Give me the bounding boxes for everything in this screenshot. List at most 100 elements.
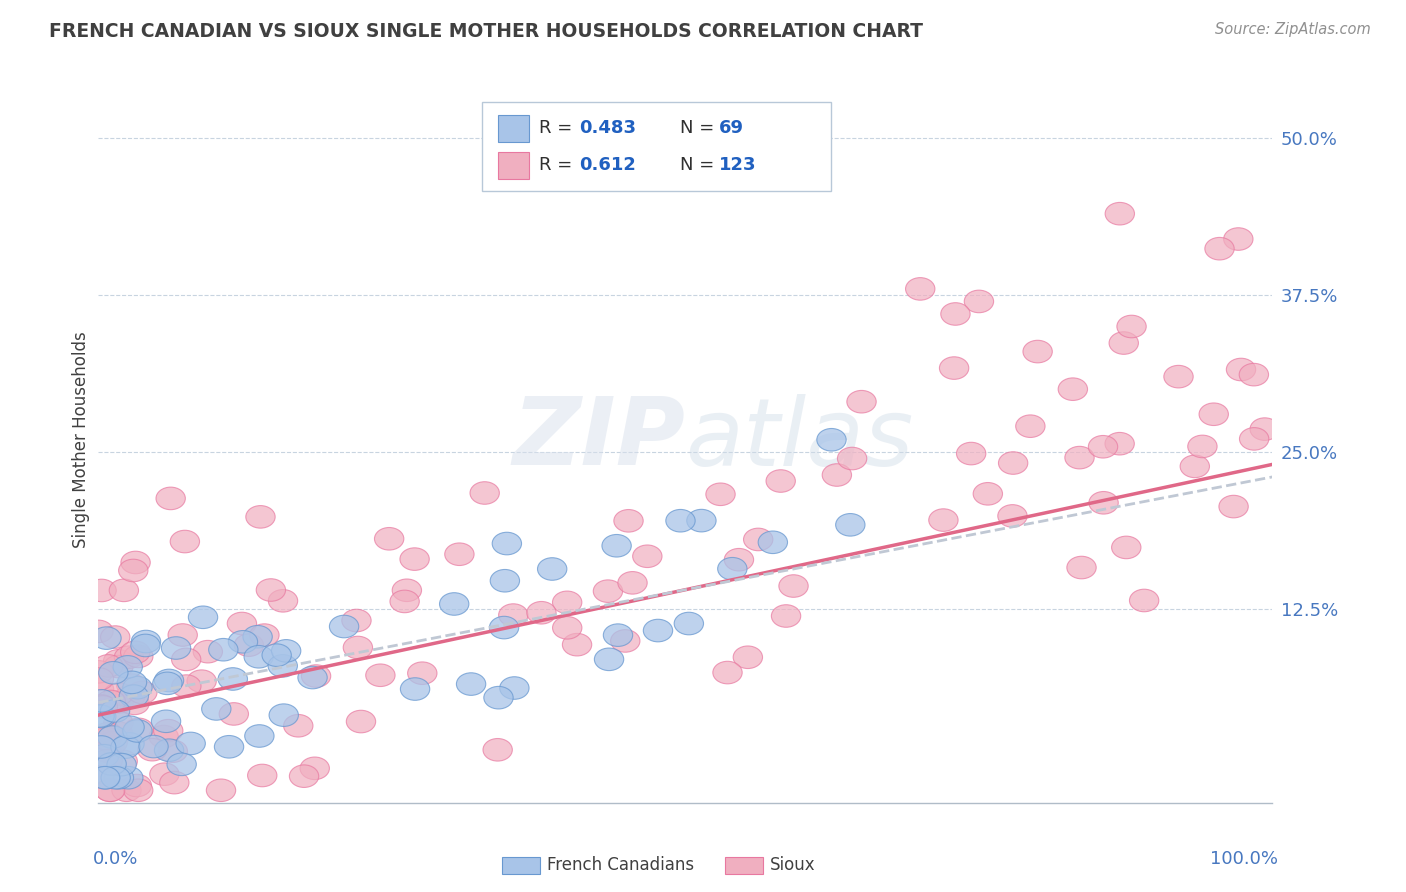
FancyBboxPatch shape (725, 856, 763, 874)
Text: 0.0%: 0.0% (93, 850, 138, 868)
Ellipse shape (207, 779, 236, 802)
Ellipse shape (124, 645, 153, 668)
Text: 123: 123 (720, 156, 756, 174)
Ellipse shape (401, 678, 430, 700)
Ellipse shape (1239, 363, 1268, 386)
Ellipse shape (121, 641, 150, 664)
Ellipse shape (111, 736, 141, 758)
Ellipse shape (128, 681, 157, 704)
Ellipse shape (1205, 237, 1234, 260)
Ellipse shape (779, 574, 808, 598)
Ellipse shape (956, 442, 986, 465)
Ellipse shape (188, 606, 218, 629)
Ellipse shape (122, 774, 152, 797)
Text: ZIP: ZIP (513, 393, 686, 485)
Ellipse shape (1223, 227, 1253, 251)
Ellipse shape (172, 648, 201, 671)
Ellipse shape (262, 644, 291, 666)
Ellipse shape (84, 765, 114, 788)
Ellipse shape (101, 626, 129, 648)
Ellipse shape (1199, 403, 1229, 425)
Ellipse shape (100, 699, 129, 723)
Text: R =: R = (540, 156, 578, 174)
Ellipse shape (110, 579, 139, 601)
Ellipse shape (112, 656, 142, 678)
Ellipse shape (835, 514, 865, 536)
Ellipse shape (1116, 315, 1146, 338)
Ellipse shape (673, 612, 703, 635)
Ellipse shape (1105, 202, 1135, 225)
Ellipse shape (98, 662, 128, 684)
Ellipse shape (117, 673, 146, 697)
Text: French Canadians: French Canadians (547, 855, 695, 873)
Ellipse shape (817, 428, 846, 451)
Ellipse shape (108, 750, 138, 772)
Ellipse shape (457, 673, 485, 696)
Ellipse shape (666, 509, 695, 532)
Ellipse shape (247, 764, 277, 787)
Ellipse shape (603, 624, 633, 647)
Ellipse shape (96, 690, 125, 713)
Ellipse shape (91, 766, 120, 789)
Ellipse shape (115, 685, 145, 707)
Ellipse shape (104, 690, 134, 714)
Ellipse shape (342, 609, 371, 632)
Ellipse shape (484, 686, 513, 709)
Ellipse shape (440, 592, 468, 615)
Ellipse shape (593, 580, 623, 602)
Ellipse shape (484, 739, 512, 761)
Ellipse shape (96, 735, 124, 758)
Ellipse shape (1024, 340, 1052, 363)
Ellipse shape (973, 483, 1002, 505)
Ellipse shape (329, 615, 359, 638)
Ellipse shape (269, 590, 298, 612)
Ellipse shape (392, 579, 422, 601)
Ellipse shape (758, 531, 787, 554)
Ellipse shape (245, 724, 274, 747)
Ellipse shape (491, 569, 520, 592)
Ellipse shape (104, 766, 134, 789)
Ellipse shape (139, 735, 169, 758)
Ellipse shape (772, 605, 801, 627)
Ellipse shape (90, 745, 120, 767)
Ellipse shape (399, 548, 429, 570)
Ellipse shape (167, 753, 197, 776)
Ellipse shape (499, 604, 529, 626)
Ellipse shape (298, 666, 328, 689)
Ellipse shape (724, 549, 754, 571)
Ellipse shape (104, 656, 134, 678)
Ellipse shape (1067, 557, 1097, 579)
Ellipse shape (131, 634, 160, 657)
Ellipse shape (153, 672, 181, 695)
Ellipse shape (169, 624, 197, 647)
Text: N =: N = (681, 156, 720, 174)
Ellipse shape (90, 766, 120, 789)
Ellipse shape (98, 726, 127, 748)
Text: FRENCH CANADIAN VS SIOUX SINGLE MOTHER HOUSEHOLDS CORRELATION CHART: FRENCH CANADIAN VS SIOUX SINGLE MOTHER H… (49, 22, 924, 41)
Ellipse shape (444, 543, 474, 566)
Ellipse shape (149, 725, 179, 747)
Ellipse shape (84, 668, 114, 690)
Ellipse shape (744, 528, 773, 550)
Text: Sioux: Sioux (770, 855, 815, 873)
Ellipse shape (170, 530, 200, 553)
Ellipse shape (562, 633, 592, 656)
Ellipse shape (1105, 433, 1135, 455)
Ellipse shape (1129, 590, 1159, 612)
Ellipse shape (201, 698, 231, 720)
Ellipse shape (408, 662, 437, 684)
Ellipse shape (299, 757, 329, 780)
FancyBboxPatch shape (502, 856, 540, 874)
Ellipse shape (193, 640, 222, 663)
Ellipse shape (733, 646, 762, 668)
Ellipse shape (153, 719, 183, 742)
Ellipse shape (389, 591, 419, 613)
Ellipse shape (96, 779, 125, 802)
Ellipse shape (115, 732, 145, 756)
Ellipse shape (941, 302, 970, 326)
Ellipse shape (87, 706, 115, 728)
Ellipse shape (93, 725, 122, 747)
Ellipse shape (1109, 332, 1139, 354)
Ellipse shape (290, 765, 319, 788)
Ellipse shape (155, 739, 184, 762)
